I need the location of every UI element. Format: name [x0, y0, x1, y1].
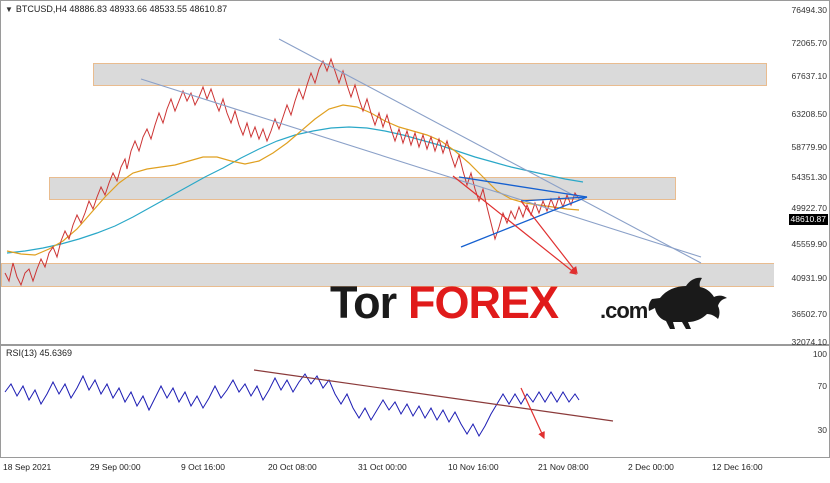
supply-zone-lower [1, 263, 774, 287]
x-tick-7: 2 Dec 00:00 [628, 462, 674, 472]
rsi-tick-100: 100 [812, 349, 827, 359]
price-series-svg [4, 38, 702, 287]
candlestick-series [4, 57, 580, 287]
downtrend-line-upper [278, 38, 702, 264]
supply-zone-middle [49, 177, 676, 200]
rsi-label: RSI(13) 45.6369 [6, 348, 73, 358]
downtrend-line-lower [140, 78, 702, 258]
triangle-apex-line [520, 196, 588, 202]
rsi-series-svg [4, 369, 614, 440]
chart-header: ▼ BTCUSD,H4 48886.83 48933.66 48533.55 48… [5, 4, 227, 14]
rsi-tick-70: 70 [817, 381, 827, 391]
price-tick-0: 76494.30 [791, 5, 827, 15]
time-axis: 18 Sep 2021 29 Sep 00:00 9 Oct 16:00 20 … [0, 458, 830, 483]
x-tick-6: 21 Nov 08:00 [538, 462, 589, 472]
price-tick-10: 32074.10 [791, 337, 827, 347]
price-y-axis: 76494.30 72065.70 67637.10 63208.50 5877… [774, 1, 829, 347]
forecast-arrow-price-1 [452, 175, 577, 275]
collapse-arrow-icon[interactable]: ▼ [5, 5, 13, 14]
price-tick-4: 58779.90 [791, 142, 827, 152]
price-tick-8: 40931.90 [791, 273, 827, 283]
rsi-line [4, 373, 580, 438]
x-tick-0: 18 Sep 2021 [3, 462, 52, 472]
x-tick-1: 29 Sep 00:00 [90, 462, 141, 472]
last-price-tag: 48610.87 [788, 214, 828, 225]
triangle-lower-line [460, 196, 588, 248]
price-tick-1: 72065.70 [791, 38, 827, 48]
price-tick-7: 45559.90 [791, 239, 827, 249]
price-chart-panel[interactable]: 76494.30 72065.70 67637.10 63208.50 5877… [0, 0, 830, 347]
price-tick-5: 54351.30 [791, 172, 827, 182]
rsi-chart-panel[interactable]: 100 70 30 [0, 345, 830, 458]
x-tick-4: 31 Oct 00:00 [358, 462, 407, 472]
price-tick-3: 63208.50 [791, 109, 827, 119]
price-tick-2: 67637.10 [791, 71, 827, 81]
price-tick-9: 36502.70 [791, 309, 827, 319]
x-tick-5: 10 Nov 16:00 [448, 462, 499, 472]
x-tick-8: 12 Dec 16:00 [712, 462, 763, 472]
price-tick-6: 49922.70 [791, 203, 827, 213]
price-plot-area[interactable] [1, 1, 774, 344]
x-tick-3: 20 Oct 08:00 [268, 462, 317, 472]
rsi-downtrend-line [253, 369, 614, 422]
supply-zone-upper [93, 63, 767, 86]
ma-slow-line [6, 126, 584, 254]
rsi-tick-30: 30 [817, 425, 827, 435]
rsi-plot-area[interactable] [1, 346, 774, 457]
chart-title: BTCUSD,H4 48886.83 48933.66 48533.55 486… [15, 4, 228, 14]
rsi-y-axis: 100 70 30 [774, 346, 829, 457]
forecast-arrow-rsi [520, 387, 545, 440]
triangle-upper-line [458, 176, 588, 198]
x-tick-2: 9 Oct 16:00 [181, 462, 225, 472]
ma-fast-line [6, 104, 580, 256]
forecast-arrow-price-2 [520, 200, 578, 274]
